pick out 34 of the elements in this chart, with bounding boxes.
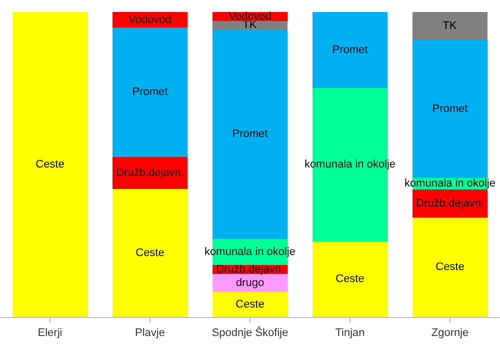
bar [112,28,188,157]
bar [12,12,88,317]
x-tick-label: Spodnje Škofije [212,326,288,340]
text: Ceste [436,261,464,274]
text: Ceste [336,273,364,286]
bar [112,188,188,317]
bar [312,241,388,317]
bar [412,40,488,178]
x-tick-label: Plavje [135,327,165,340]
bar [212,20,288,30]
x-tick-label: Elerji [38,327,62,340]
text: Ceste [136,246,164,259]
series-label: Družb.dejavn. [216,264,284,276]
series-label: Ceste [236,298,264,310]
bar [112,156,188,189]
text: Promet [232,128,268,140]
bar [412,217,488,317]
text: Promet [332,44,368,56]
bar [212,292,288,317]
bar [412,12,488,40]
text: Družb.dejavn. [116,166,184,179]
series-label: drugo [236,276,264,289]
series-label: Promet [132,86,168,98]
bar [312,12,388,88]
bar [212,29,288,239]
x-tick-label: Tinjan [335,327,365,340]
series-label: Vodovod [228,10,272,22]
bar [212,274,288,292]
x-tick-label: Zgornje [431,327,469,340]
text: Vodovod [128,14,172,26]
text: TK [442,20,457,32]
text: Promet [432,102,468,115]
text: Ceste [36,158,64,170]
text: Družb.dejavn. [416,197,484,210]
